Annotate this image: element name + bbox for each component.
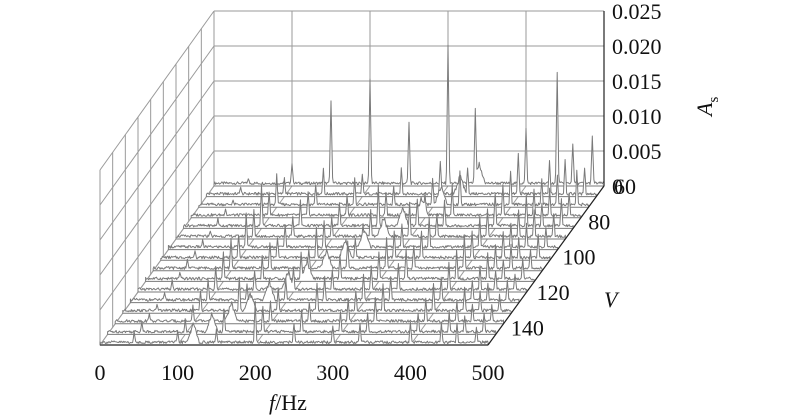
z-tick-label: 0.025 <box>612 0 662 24</box>
spectrum-trace <box>198 169 589 208</box>
side-wall-gridline <box>99 115 215 276</box>
x-tick-label: 300 <box>316 360 349 385</box>
spectrum-trace <box>213 44 605 187</box>
z-tick-label: 0.015 <box>612 69 662 94</box>
x-tick-label: 0 <box>95 360 106 385</box>
spectrum-trace <box>167 212 559 251</box>
spectrum-trace <box>205 152 597 198</box>
x-tick-label: 200 <box>239 360 272 385</box>
spectrum-trace <box>99 300 489 346</box>
spectrum-trace <box>114 297 504 325</box>
z-tick-label: 0.020 <box>612 34 662 59</box>
floor-gridline <box>254 185 371 346</box>
z-tick-label: 0.010 <box>612 104 662 129</box>
floor-gridline <box>332 185 449 346</box>
y-tick-label: 60 <box>614 174 636 199</box>
z-tick-label: 0.005 <box>612 139 662 164</box>
y-tick-label: 100 <box>562 245 595 270</box>
z-axis-label: As <box>692 97 722 118</box>
spectrum-trace <box>137 261 528 293</box>
spectrum-trace <box>175 201 566 240</box>
y-tick-label: 140 <box>511 315 544 340</box>
spectrum-trace <box>183 184 574 229</box>
z-tick-label: 0 <box>612 174 623 199</box>
spectrum-trace <box>129 273 520 304</box>
floor-gridline <box>99 185 215 346</box>
floor-gridline <box>177 185 293 346</box>
spectrum-trace <box>145 248 535 282</box>
x-axis-label: f/Hz <box>269 390 307 415</box>
axes-frame <box>100 11 605 346</box>
y-tick-label: 120 <box>537 280 570 305</box>
floor-gridline <box>409 185 527 346</box>
side-wall-gridline <box>99 150 215 311</box>
side-wall-gridline <box>99 80 215 241</box>
x-tick-label: 100 <box>161 360 194 385</box>
x-tick-label: 500 <box>472 360 505 385</box>
spectra <box>99 44 605 346</box>
spectrum-trace <box>160 226 551 261</box>
side-wall-gridline <box>99 10 215 171</box>
y-axis-label: V <box>604 287 620 312</box>
grid <box>99 10 605 346</box>
spectrum-trace <box>122 276 512 314</box>
spectrum-trace <box>190 183 582 219</box>
spectrum-trace <box>152 234 543 272</box>
spectrum-trace <box>107 305 497 335</box>
y-axis-line <box>487 185 605 346</box>
x-tick-label: 400 <box>394 360 427 385</box>
y-tick-label: 80 <box>588 209 610 234</box>
side-wall-gridline <box>99 45 215 206</box>
